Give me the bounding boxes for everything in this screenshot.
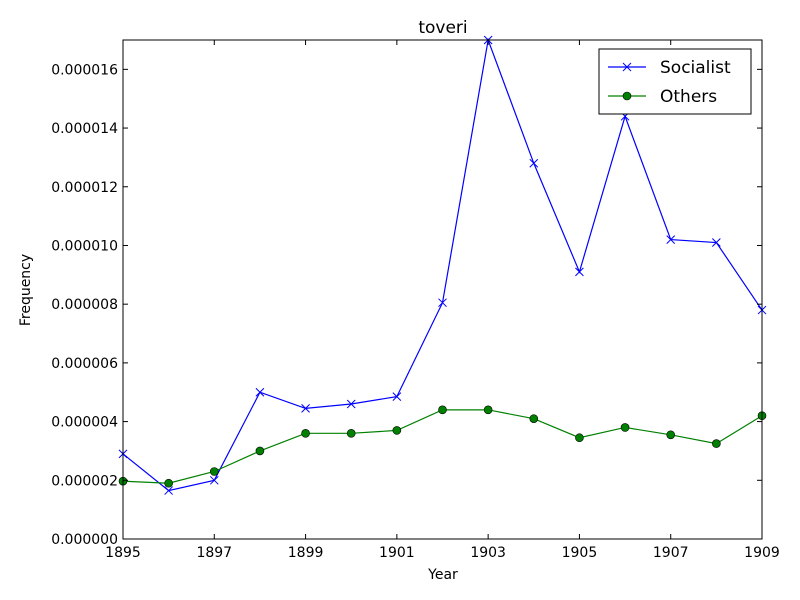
y-tick-label: 0.000002	[51, 473, 118, 489]
data-point-socialist	[392, 392, 402, 401]
data-point-others	[620, 423, 630, 432]
data-point-others	[392, 426, 402, 435]
data-point-others	[666, 430, 676, 440]
x-tick-label: 1903	[470, 545, 506, 561]
data-point-others	[209, 467, 219, 476]
x-tick-label: 1909	[744, 545, 780, 561]
y-tick-label: 0.000016	[51, 62, 118, 78]
y-tick-label: 0.000008	[51, 297, 118, 313]
data-point-socialist	[575, 267, 584, 277]
legend-label-others: Others	[660, 87, 717, 107]
y-tick-label: 0.000012	[51, 180, 118, 196]
y-axis-label: Frequency	[18, 254, 34, 326]
x-tick-label: 1901	[379, 545, 415, 561]
data-point-socialist	[346, 399, 356, 409]
data-point-others	[164, 478, 173, 488]
data-point-socialist	[712, 238, 721, 247]
y-tick-label: 0.000000	[51, 532, 118, 548]
data-point-socialist	[666, 235, 676, 244]
legend: Socialist Others	[598, 48, 752, 115]
y-tick-label: 0.000014	[51, 121, 118, 137]
x-tick-label: 1899	[288, 545, 324, 561]
data-point-socialist	[255, 387, 265, 397]
data-point-others	[575, 433, 584, 443]
data-point-socialist	[438, 298, 447, 308]
data-point-others	[712, 439, 721, 448]
x-axis-label: Year	[427, 567, 458, 583]
x-tick-label: 1895	[105, 545, 141, 561]
y-tick-label: 0.000010	[51, 238, 118, 254]
data-point-socialist	[209, 475, 219, 485]
x-tick-label: 1907	[653, 545, 689, 561]
chart-title: toveri	[418, 18, 467, 38]
x-tick-label: 1905	[562, 545, 598, 561]
data-point-others	[301, 429, 310, 438]
data-point-others	[438, 405, 447, 415]
data-point-others	[255, 446, 265, 456]
data-point-others	[346, 429, 356, 438]
data-point-socialist	[301, 404, 310, 413]
plot-frame	[122, 39, 763, 540]
data-point-socialist	[164, 486, 173, 495]
y-tick-label: 0.000004	[51, 415, 118, 431]
legend-marker-others	[622, 91, 632, 101]
y-tick-label: 0.000006	[51, 356, 118, 372]
x-tick-label: 1897	[196, 545, 232, 561]
legend-label-socialist: Socialist	[660, 58, 731, 78]
data-point-socialist	[529, 158, 539, 168]
data-point-others	[529, 414, 539, 423]
legend-box	[598, 48, 752, 115]
data-point-others	[483, 405, 493, 415]
